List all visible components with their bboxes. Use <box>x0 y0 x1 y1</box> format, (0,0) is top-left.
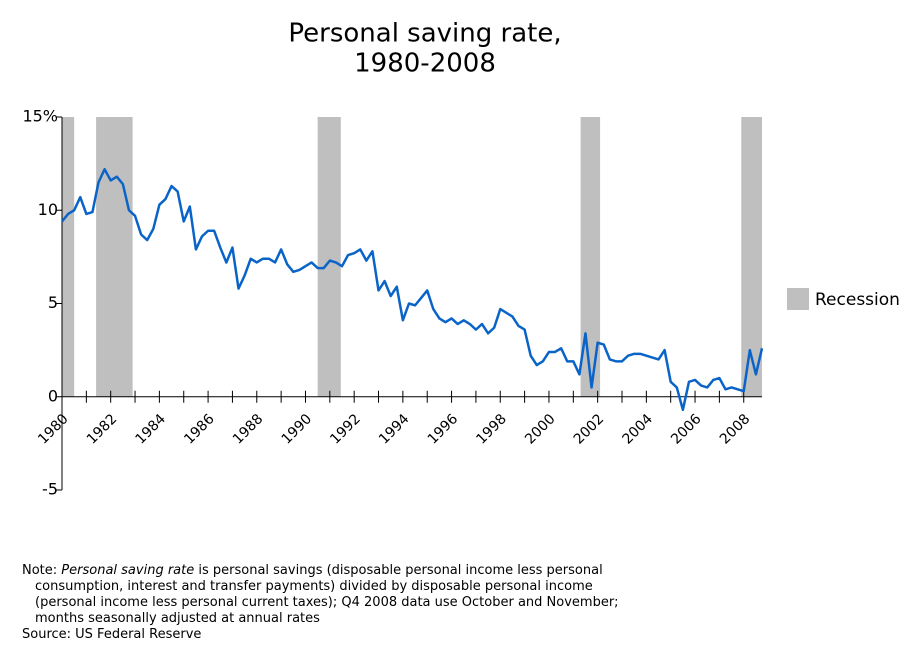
y-tick-label: -5 <box>42 480 58 499</box>
legend-label: Recession <box>815 290 900 310</box>
x-tick-label: 1984 <box>133 411 170 448</box>
recession-band <box>62 117 75 397</box>
note-text: Personal saving rate <box>61 563 195 578</box>
recession-band <box>96 117 133 397</box>
notes: Note: Personal saving rate is personal s… <box>22 563 619 643</box>
note-line: months seasonally adjusted at annual rat… <box>35 611 320 626</box>
x-tick-label: 1982 <box>84 411 121 448</box>
legend-swatch <box>787 288 809 310</box>
x-tick-label: 2008 <box>717 411 754 448</box>
y-tick-label: 0 <box>48 386 58 405</box>
x-tick-label: 1992 <box>327 411 364 448</box>
y-tick-label: 15% <box>22 107 58 126</box>
recession-band <box>580 117 601 397</box>
source: Source: US Federal Reserve <box>22 627 202 642</box>
note-line: consumption, interest and transfer payme… <box>35 579 593 594</box>
note-line: Note: Personal saving rate is personal s… <box>22 563 619 579</box>
data-line <box>61 167 764 412</box>
x-tick-label: 2004 <box>619 411 656 448</box>
x-tick-label: 1998 <box>473 411 510 448</box>
x-tick-label: 1990 <box>279 411 316 448</box>
recession-band <box>317 117 341 397</box>
x-tick-label: 2000 <box>522 411 559 448</box>
x-tick-label: 2006 <box>668 411 705 448</box>
note-line: (personal income less personal current t… <box>35 595 619 610</box>
y-tick-label: 5 <box>48 293 58 312</box>
x-tick-label: 1996 <box>425 411 462 448</box>
x-tick-label: 1988 <box>230 411 267 448</box>
x-tick-label: 2002 <box>571 411 608 448</box>
note-text: is personal savings (disposable personal… <box>194 563 603 578</box>
x-tick-label: 1994 <box>376 411 413 448</box>
chart: Personal saving rate, 1980-2008 15% 10 5 0 -… <box>22 19 900 499</box>
chart-title: 1980-2008 <box>354 49 496 79</box>
recession-band <box>741 117 762 397</box>
x-tick-label: 1986 <box>181 411 218 448</box>
chart-title: Personal saving rate, <box>288 19 561 49</box>
y-tick-label: 10 <box>38 200 58 219</box>
x-tick-label: 1980 <box>35 411 72 448</box>
note-text: Note: <box>22 563 62 578</box>
